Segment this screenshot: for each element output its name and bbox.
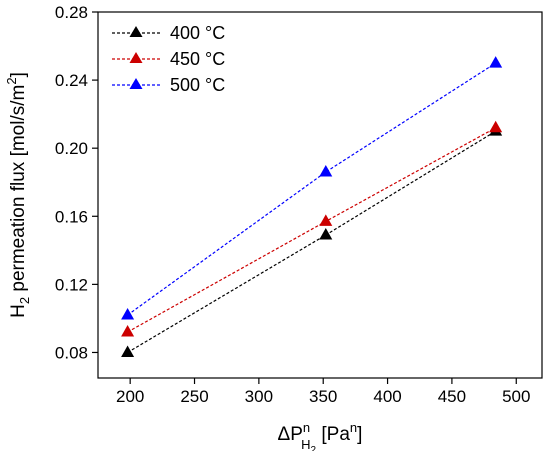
x-tick-label: 200: [116, 387, 144, 406]
data-point-400: [319, 228, 333, 240]
x-tick-label: 350: [309, 387, 337, 406]
legend-label-400: 400 °C: [170, 23, 225, 43]
y-tick-label: 0.20: [55, 139, 88, 158]
legend-entry-450: 450 °C: [112, 49, 225, 69]
data-point-400: [121, 345, 135, 357]
x-tick-label: 250: [180, 387, 208, 406]
x-tick-label: 400: [373, 387, 401, 406]
legend-marker-450: [129, 52, 143, 63]
x-axis-label-unit-sup: n: [350, 420, 357, 435]
x-axis-ticks: 200 250 300 350 400 450 500: [116, 378, 530, 406]
y-axis-label: H2 permeation flux [mol/s/m2]: [4, 72, 32, 318]
y-tick-label: 0.08: [55, 343, 88, 362]
y-axis-label-main: H: [8, 304, 29, 318]
y-axis-ticks: 0.08 0.12 0.16 0.20 0.24 0.28: [55, 3, 98, 362]
legend-label-450: 450 °C: [170, 49, 225, 69]
series-line-500: [127, 62, 496, 316]
y-tick-label: 0.24: [55, 71, 88, 90]
x-axis-label: ΔPn H2 [Pan]: [278, 420, 363, 451]
y-axis-label-sup: 2: [4, 77, 19, 84]
legend: 400 °C 450 °C 500 °C: [112, 23, 225, 95]
x-axis-label-subsub: 2: [311, 445, 317, 451]
x-axis-label-sub: H: [301, 437, 310, 451]
y-tick-label: 0.12: [55, 275, 88, 294]
x-tick-label: 300: [245, 387, 273, 406]
plot-frame: [97, 11, 543, 379]
legend-marker-400: [129, 26, 143, 37]
y-tick-label: 0.28: [55, 3, 88, 22]
data-point-500: [121, 308, 135, 320]
y-axis-label-close: ]: [8, 72, 29, 77]
data-point-450: [319, 214, 333, 226]
series-layer: [121, 56, 503, 357]
legend-label-500: 500 °C: [170, 75, 225, 95]
series-line-400: [127, 130, 496, 353]
legend-entry-500: 500 °C: [112, 75, 225, 95]
legend-entry-400: 400 °C: [112, 23, 225, 43]
x-axis-label-sup: n: [303, 420, 310, 435]
legend-marker-500: [129, 78, 143, 89]
data-point-450: [121, 325, 135, 337]
data-point-450: [489, 120, 503, 133]
x-axis-label-delta: ΔP: [278, 424, 303, 445]
data-point-500: [319, 165, 333, 177]
data-point-500: [489, 56, 503, 68]
x-axis-label-unit: [Pa: [316, 424, 350, 445]
x-axis-label-close: ]: [357, 424, 362, 445]
y-axis-label-rest: permeation flux [mol/s/m: [8, 85, 29, 297]
series-line-450: [127, 127, 496, 333]
x-tick-label: 450: [438, 387, 466, 406]
y-axis-label-sub: 2: [17, 297, 32, 304]
y-tick-label: 0.16: [55, 207, 88, 226]
x-tick-label: 500: [502, 387, 530, 406]
